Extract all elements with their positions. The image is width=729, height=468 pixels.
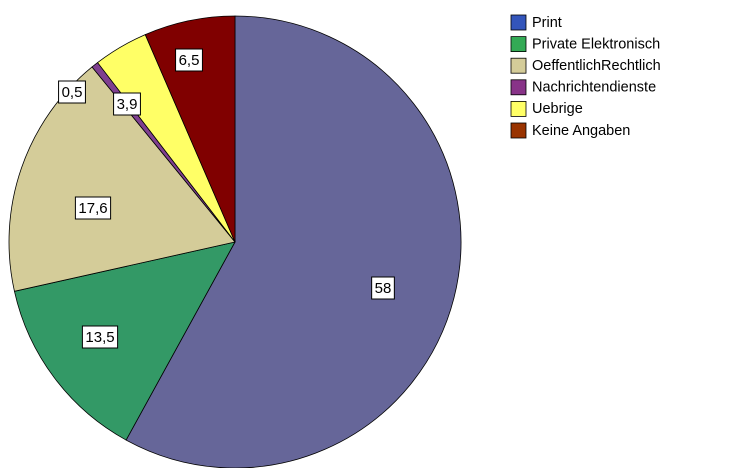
data-label-box bbox=[371, 276, 395, 300]
data-label-box bbox=[58, 80, 86, 104]
legend-swatch bbox=[510, 57, 527, 74]
legend-label: Nachrichtendienste bbox=[532, 80, 656, 96]
pie-slice bbox=[13, 241, 236, 441]
legend-swatch bbox=[510, 122, 527, 139]
data-label: 17,6 bbox=[78, 200, 107, 217]
legend-swatch bbox=[510, 36, 527, 52]
legend-label: Uebrige bbox=[532, 101, 583, 117]
data-label-box bbox=[113, 92, 141, 116]
data-label: 3,9 bbox=[117, 96, 138, 113]
data-label: 58 bbox=[375, 280, 392, 297]
legend-label: Private Elektronisch bbox=[532, 36, 660, 52]
data-label-box bbox=[81, 325, 119, 349]
legend-label: Keine Angaben bbox=[532, 123, 630, 139]
pie-slice bbox=[144, 15, 236, 243]
data-label-box bbox=[74, 196, 112, 220]
legend-label: OeffentlichRechtlich bbox=[532, 58, 661, 74]
legend-swatch bbox=[510, 79, 527, 96]
legend-label: Print bbox=[532, 15, 562, 31]
data-label-box bbox=[175, 48, 203, 72]
data-label: 6,5 bbox=[179, 52, 200, 69]
legend-swatch bbox=[510, 101, 527, 117]
data-label: 0,5 bbox=[62, 84, 83, 101]
legend-swatch bbox=[510, 14, 527, 31]
data-label: 13,5 bbox=[85, 329, 114, 346]
